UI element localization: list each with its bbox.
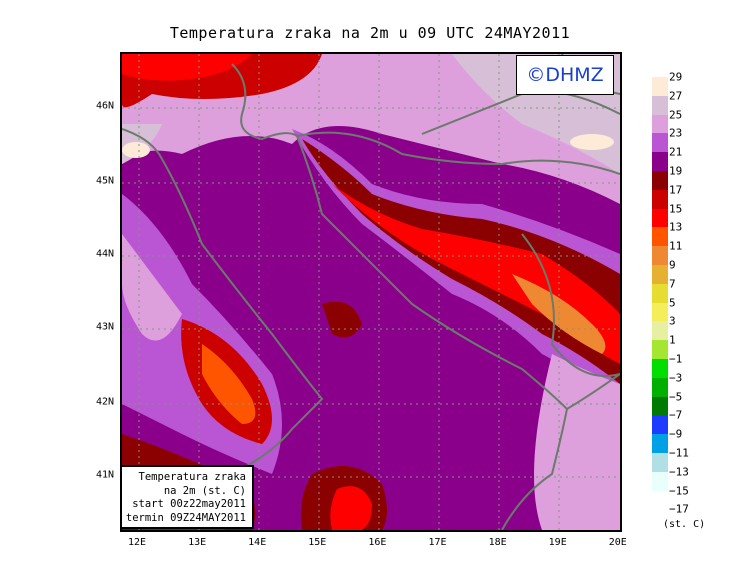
legend-swatch — [652, 434, 668, 454]
legend-swatch — [652, 208, 668, 228]
dhmz-logo: ©DHMZ — [516, 55, 614, 95]
legend-label: 11 — [669, 239, 683, 253]
legend-label: −17 — [669, 502, 689, 516]
legend-label: 3 — [669, 314, 676, 328]
legend-label: 5 — [669, 296, 676, 310]
legend-unit: (st. C) — [663, 519, 706, 530]
zone-27-29-east — [570, 134, 614, 150]
y-tick-label: 45N — [96, 175, 115, 187]
info-line: start 00z22may2011 — [132, 498, 246, 510]
legend-swatch — [652, 359, 668, 379]
legend-swatch — [652, 227, 668, 247]
temperature-map — [120, 52, 622, 532]
x-tick-label: 16E — [368, 537, 387, 548]
legend-swatch — [652, 246, 668, 266]
x-tick-label: 17E — [428, 537, 447, 548]
legend-swatch — [652, 77, 668, 97]
legend-swatch — [652, 302, 668, 322]
legend-label: 1 — [669, 333, 676, 347]
legend-swatch — [652, 396, 668, 416]
y-tick-label: 44N — [96, 248, 115, 260]
zone-north-hot — [122, 54, 252, 81]
legend-label: −13 — [669, 465, 689, 479]
legend-label: −1 — [669, 352, 683, 366]
legend-swatch — [652, 152, 668, 172]
legend-swatch — [652, 265, 668, 285]
legend-label: 25 — [669, 108, 683, 122]
legend-label: 19 — [669, 164, 683, 178]
legend-swatch — [652, 95, 668, 116]
y-tick-label: 43N — [96, 321, 115, 333]
legend-swatch — [652, 283, 668, 304]
zone-italy-23-25 — [122, 234, 182, 341]
x-tick-label: 12E — [127, 537, 147, 548]
legend-label: −5 — [669, 390, 683, 404]
legend-label: 29 — [669, 70, 683, 84]
y-tick-label: 42N — [96, 396, 115, 408]
y-tick-label: 46N — [96, 100, 115, 112]
legend-label: 21 — [669, 145, 683, 159]
x-tick-label: 19E — [548, 537, 567, 548]
info-box: Temperatura zraka na 2m (st. C) start 00… — [120, 465, 254, 529]
legend-swatch — [652, 453, 668, 473]
x-tick-label: 14E — [248, 537, 267, 548]
x-tick-label: 20E — [608, 537, 627, 548]
zone-south-east — [534, 354, 620, 530]
legend-label: 17 — [669, 183, 683, 197]
info-line: na 2m (st. C) — [163, 484, 246, 497]
zone-south-center-hot — [330, 486, 372, 530]
info-line: Temperatura zraka — [138, 471, 246, 483]
legend-label: −9 — [669, 427, 683, 441]
legend-swatch — [652, 133, 668, 153]
x-tick-label: 13E — [188, 537, 207, 548]
x-tick-label: 18E — [488, 537, 507, 548]
map-title: Temperatura zraka na 2m u 09 UTC 24MAY20… — [169, 24, 571, 42]
legend-swatch — [652, 171, 668, 191]
legend-label: 23 — [669, 126, 683, 140]
legend-label: 15 — [669, 202, 683, 216]
legend-swatch — [652, 471, 668, 492]
legend-swatch — [652, 114, 668, 134]
legend-label: 27 — [669, 89, 683, 103]
legend-swatch — [652, 189, 668, 210]
temperature-field — [121, 53, 621, 531]
legend-swatch — [652, 340, 668, 360]
legend-swatch — [652, 321, 668, 341]
legend-swatch — [652, 415, 668, 435]
grid-lines — [122, 54, 620, 530]
legend-label: −11 — [669, 446, 689, 460]
zone-27-29 — [122, 142, 150, 158]
legend-label: −7 — [669, 408, 683, 422]
legend-label: −15 — [669, 484, 689, 498]
legend-label: −3 — [669, 371, 683, 385]
legend-label: 7 — [669, 277, 676, 291]
legend-label: 13 — [669, 220, 683, 234]
zone-island-warm — [322, 301, 362, 338]
info-line: termin 09Z24MAY2011 — [125, 511, 246, 524]
legend-swatch — [652, 377, 668, 398]
x-tick-label: 15E — [308, 537, 327, 548]
zone-13-15-band — [332, 184, 620, 364]
y-tick-label: 41N — [96, 469, 115, 481]
legend-label: 9 — [669, 258, 676, 272]
